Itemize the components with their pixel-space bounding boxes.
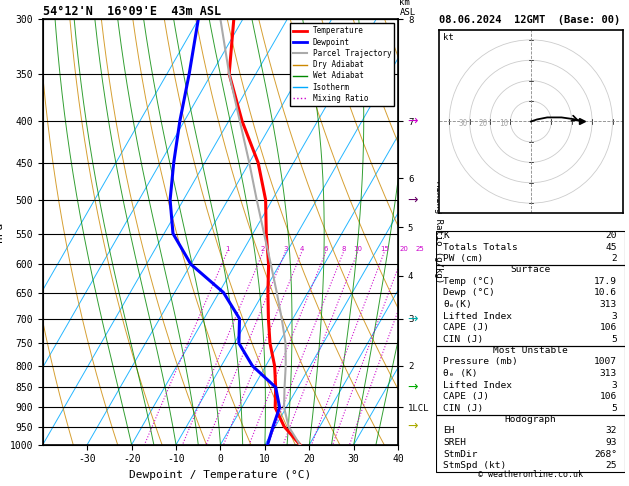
Text: 25: 25 xyxy=(415,246,424,252)
Text: →: → xyxy=(408,312,418,325)
Text: 313: 313 xyxy=(600,369,617,378)
Text: StmDir: StmDir xyxy=(443,450,478,459)
Text: 20: 20 xyxy=(399,246,408,252)
Text: 10.6: 10.6 xyxy=(594,288,617,297)
Text: 106: 106 xyxy=(600,323,617,332)
Text: Hodograph: Hodograph xyxy=(504,415,556,424)
Bar xyxy=(436,231,625,265)
Text: CAPE (J): CAPE (J) xyxy=(443,392,489,401)
Text: θₑ(K): θₑ(K) xyxy=(443,300,472,309)
Text: 106: 106 xyxy=(600,392,617,401)
Text: Totals Totals: Totals Totals xyxy=(443,243,518,252)
Text: →: → xyxy=(408,115,418,127)
X-axis label: Dewpoint / Temperature (°C): Dewpoint / Temperature (°C) xyxy=(130,470,311,480)
Text: CIN (J): CIN (J) xyxy=(443,335,484,344)
Text: 10: 10 xyxy=(499,119,508,128)
Text: 25: 25 xyxy=(606,461,617,470)
Text: 45: 45 xyxy=(606,243,617,252)
Text: 2: 2 xyxy=(261,246,265,252)
Text: 8: 8 xyxy=(341,246,345,252)
Text: Surface: Surface xyxy=(510,265,550,274)
Text: CAPE (J): CAPE (J) xyxy=(443,323,489,332)
Text: Lifted Index: Lifted Index xyxy=(443,381,513,390)
Text: 3: 3 xyxy=(611,312,617,321)
Text: © weatheronline.co.uk: © weatheronline.co.uk xyxy=(478,469,582,479)
Text: 1007: 1007 xyxy=(594,357,617,366)
Text: 08.06.2024  12GMT  (Base: 00): 08.06.2024 12GMT (Base: 00) xyxy=(439,15,620,25)
Y-axis label: Mixing Ratio (g/kg): Mixing Ratio (g/kg) xyxy=(434,181,443,283)
Text: 268°: 268° xyxy=(594,450,617,459)
Y-axis label: hPa: hPa xyxy=(0,222,4,242)
Text: 10: 10 xyxy=(353,246,362,252)
Text: 313: 313 xyxy=(600,300,617,309)
Text: →: → xyxy=(408,381,418,394)
Bar xyxy=(436,265,625,346)
Text: PW (cm): PW (cm) xyxy=(443,254,484,263)
Text: 3: 3 xyxy=(611,381,617,390)
Text: 20: 20 xyxy=(479,119,488,128)
Text: km
ASL: km ASL xyxy=(399,0,416,17)
Text: kt: kt xyxy=(443,33,454,42)
Bar xyxy=(436,346,625,415)
Text: 4: 4 xyxy=(299,246,304,252)
Text: 54°12'N  16°09'E  43m ASL: 54°12'N 16°09'E 43m ASL xyxy=(43,5,221,18)
Text: Most Unstable: Most Unstable xyxy=(493,346,567,355)
Text: 5: 5 xyxy=(611,335,617,344)
Text: 5: 5 xyxy=(611,404,617,413)
Text: 17.9: 17.9 xyxy=(594,277,617,286)
Text: 15: 15 xyxy=(380,246,389,252)
Text: 20: 20 xyxy=(606,231,617,240)
Text: 1: 1 xyxy=(225,246,229,252)
Text: θₑ (K): θₑ (K) xyxy=(443,369,478,378)
Text: Dewp (°C): Dewp (°C) xyxy=(443,288,495,297)
Legend: Temperature, Dewpoint, Parcel Trajectory, Dry Adiabat, Wet Adiabat, Isotherm, Mi: Temperature, Dewpoint, Parcel Trajectory… xyxy=(290,23,394,106)
Text: SREH: SREH xyxy=(443,438,467,447)
Text: 6: 6 xyxy=(323,246,328,252)
Bar xyxy=(436,415,625,472)
Text: EH: EH xyxy=(443,426,455,435)
Text: 93: 93 xyxy=(606,438,617,447)
Text: StmSpd (kt): StmSpd (kt) xyxy=(443,461,507,470)
Text: CIN (J): CIN (J) xyxy=(443,404,484,413)
Text: 2: 2 xyxy=(611,254,617,263)
Text: Temp (°C): Temp (°C) xyxy=(443,277,495,286)
Text: 30: 30 xyxy=(459,119,467,128)
Text: 32: 32 xyxy=(606,426,617,435)
Text: →: → xyxy=(408,420,418,433)
Text: →: → xyxy=(408,193,418,207)
Text: Pressure (mb): Pressure (mb) xyxy=(443,357,518,366)
Text: 3: 3 xyxy=(283,246,287,252)
Text: K: K xyxy=(443,231,449,240)
Text: Lifted Index: Lifted Index xyxy=(443,312,513,321)
